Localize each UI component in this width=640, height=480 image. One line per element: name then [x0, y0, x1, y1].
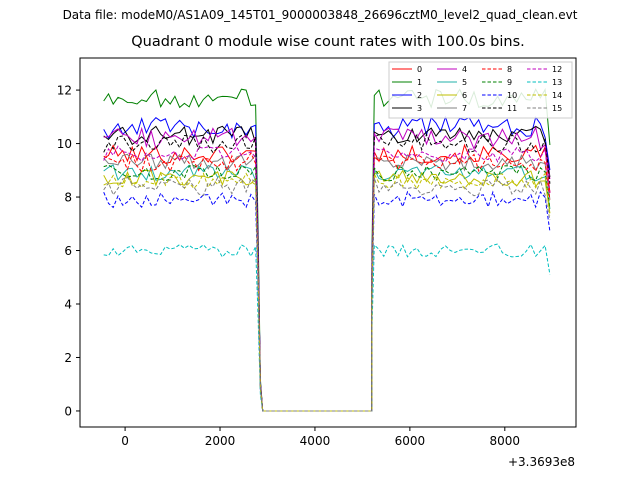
legend-label-2: 2: [417, 91, 422, 100]
series-line-14: [103, 172, 551, 412]
legend-label-1: 1: [417, 78, 422, 87]
legend-label-9: 9: [507, 78, 512, 87]
x-tick-label: 0: [121, 434, 129, 448]
y-tick-label: 6: [64, 244, 72, 258]
legend-label-5: 5: [462, 78, 467, 87]
legend-label-14: 14: [552, 91, 562, 100]
y-axis: 0 2 4 6 8 10 12: [57, 84, 80, 418]
legend-label-8: 8: [507, 65, 512, 74]
series-line-11: [103, 132, 551, 412]
series-line-9: [103, 164, 551, 412]
y-tick-label: 12: [57, 84, 72, 98]
y-tick-label: 4: [64, 298, 72, 312]
series-line-7: [103, 153, 551, 412]
legend-label-3: 3: [417, 104, 422, 113]
legend-label-15: 15: [552, 104, 562, 113]
figure-suptitle: Data file: modeM0/AS1A09_145T01_90000038…: [62, 8, 578, 22]
x-tick-label: 6000: [395, 434, 426, 448]
legend-label-12: 12: [552, 65, 562, 74]
x-tick-label: 4000: [300, 434, 331, 448]
y-tick-label: 10: [57, 137, 72, 151]
legend-frame: [388, 61, 573, 119]
y-tick-label: 8: [64, 191, 72, 205]
legend-label-4: 4: [462, 65, 467, 74]
legend-label-0: 0: [417, 65, 422, 74]
legend-label-7: 7: [462, 104, 467, 113]
series-line-12: [103, 145, 551, 412]
legend-label-10: 10: [507, 91, 517, 100]
x-offset-label: +3.3693e8: [508, 455, 575, 469]
y-tick-label: 2: [64, 351, 72, 365]
x-tick-label: 8000: [490, 434, 521, 448]
series-line-15: [103, 176, 551, 412]
series-lines: [103, 87, 551, 412]
plot-frame: [79, 57, 577, 428]
series-line-6: [103, 169, 551, 412]
legend-label-6: 6: [462, 91, 467, 100]
series-line-5: [103, 164, 551, 412]
chart-title: Quadrant 0 module wise count rates with …: [131, 34, 525, 50]
series-line-8: [103, 151, 551, 412]
legend-label-11: 11: [507, 104, 517, 113]
x-tick-label: 2000: [205, 434, 236, 448]
series-line-10: [103, 190, 551, 412]
y-tick-label: 0: [64, 404, 72, 418]
series-line-13: [103, 243, 551, 412]
x-axis: 0 2000 4000 6000 8000: [121, 427, 520, 448]
legend-label-13: 13: [552, 78, 562, 87]
